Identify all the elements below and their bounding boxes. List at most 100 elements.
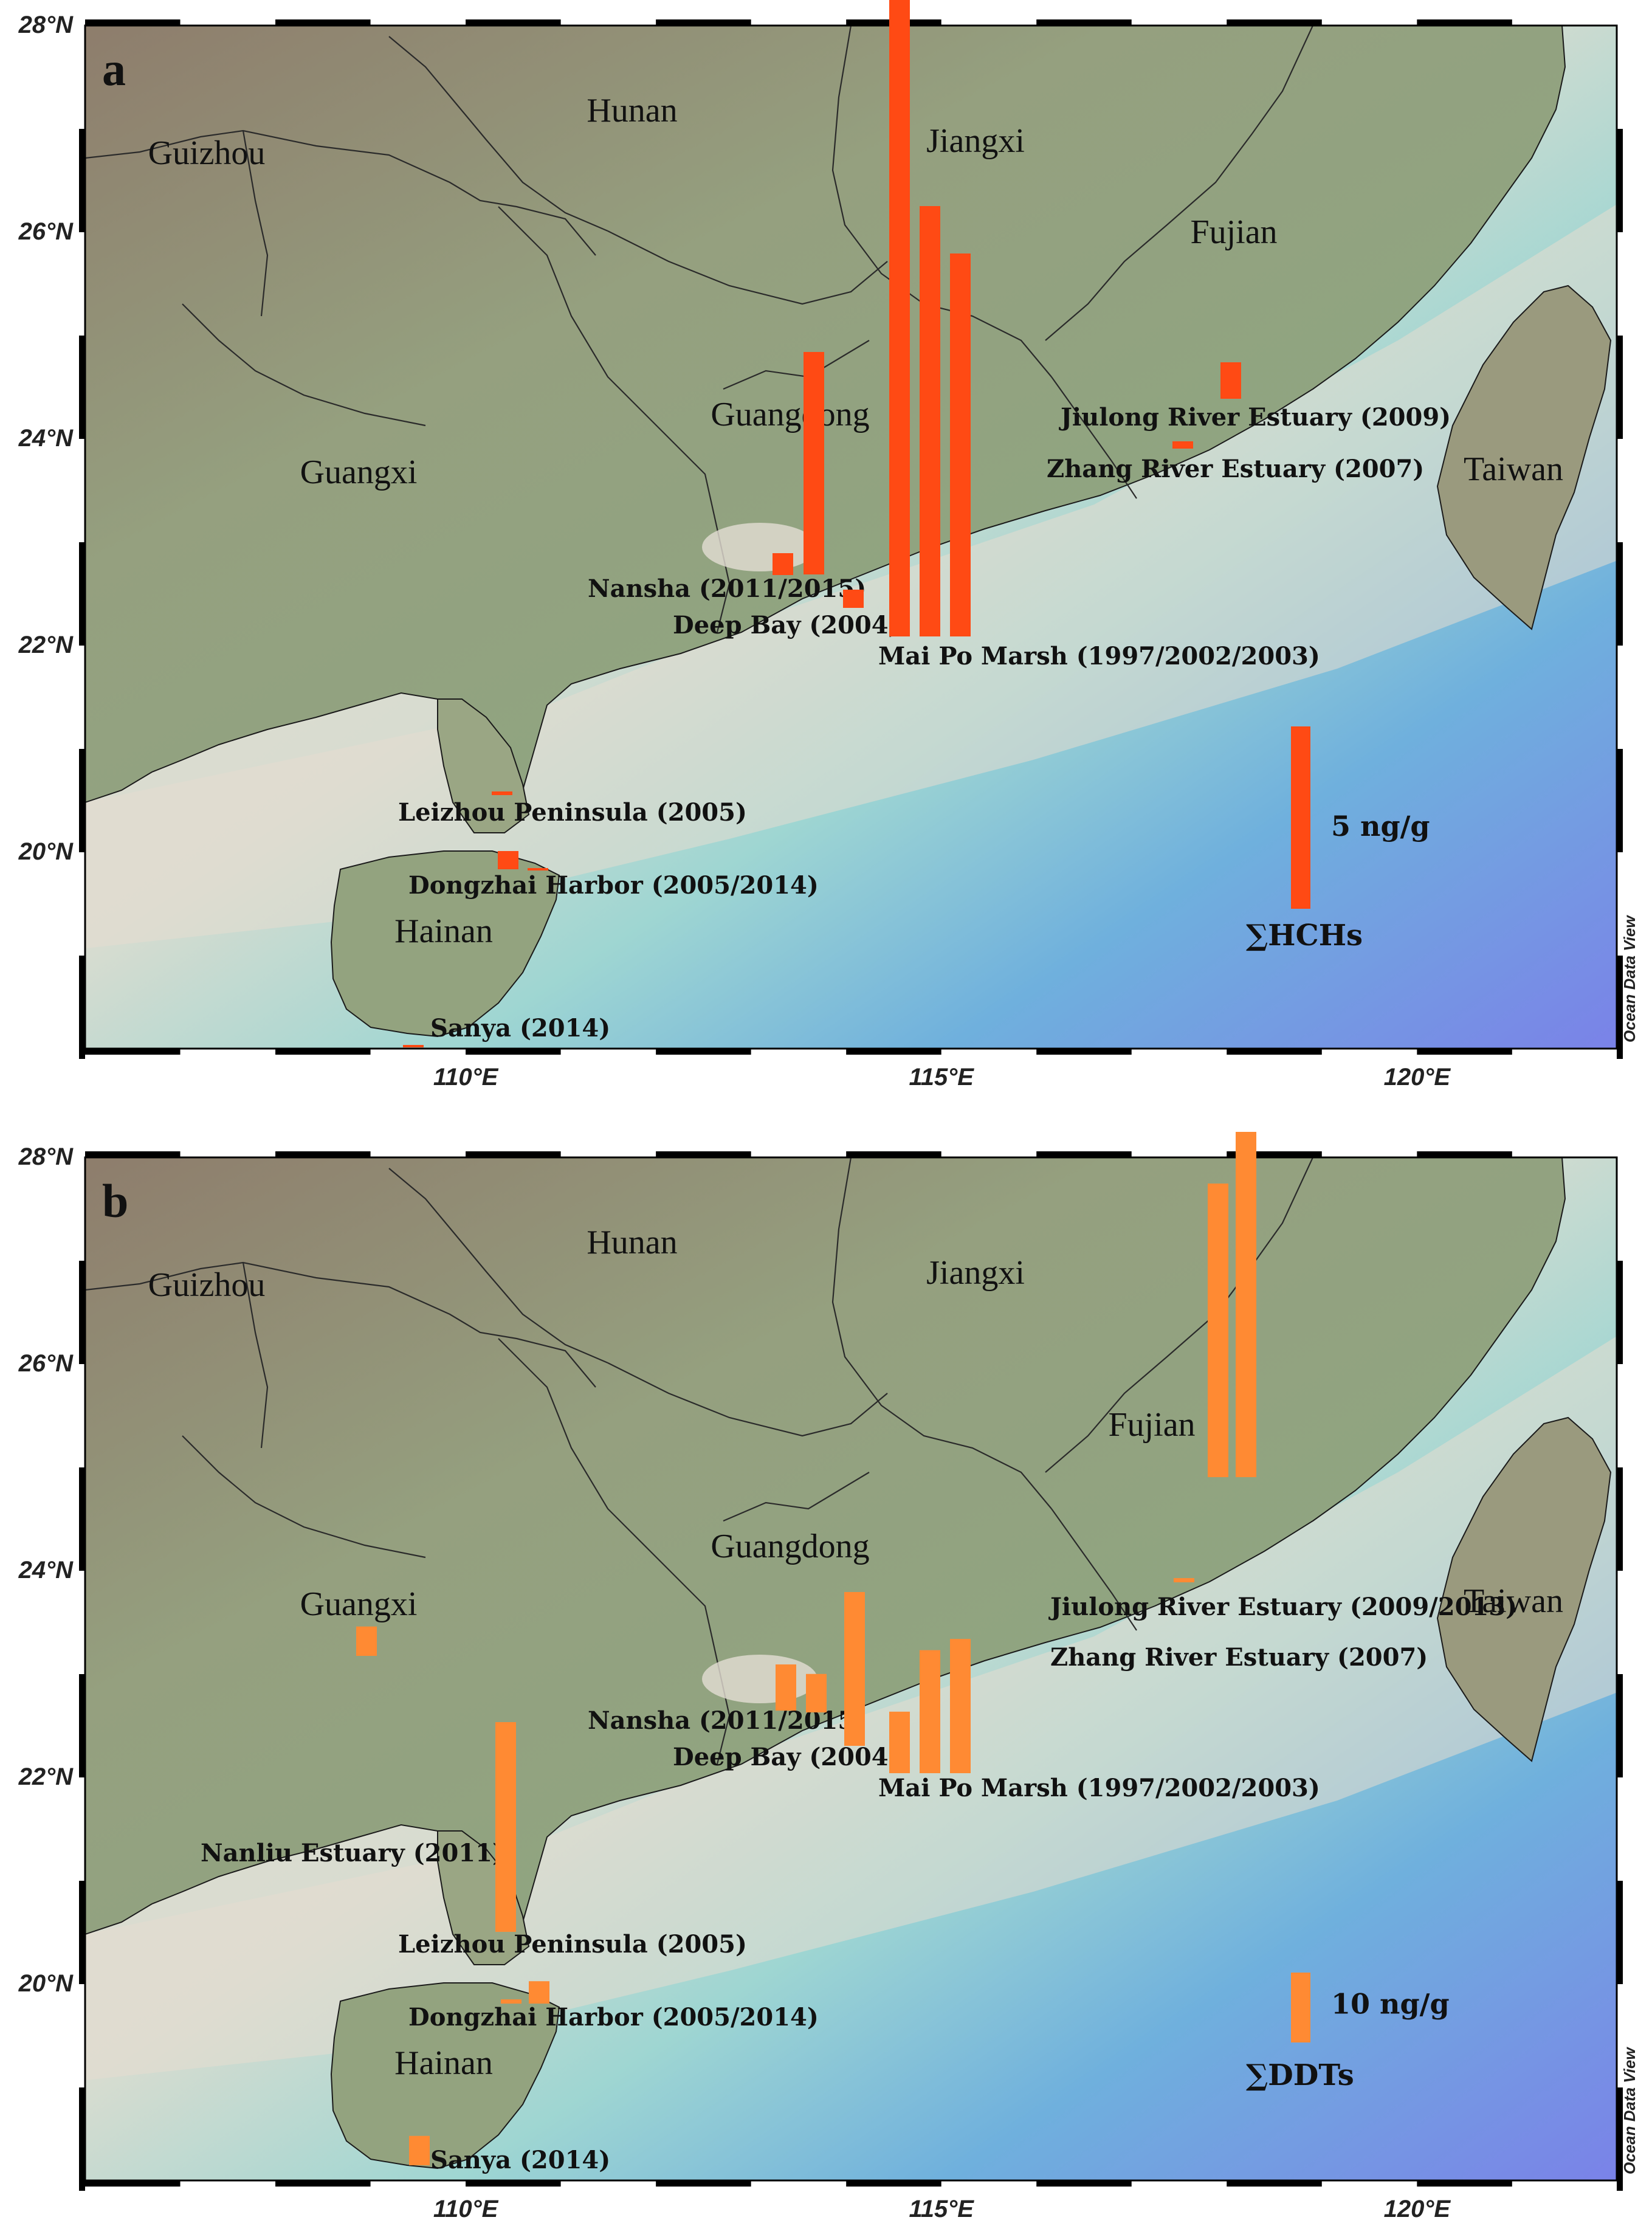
lon-tick-label: 110°E: [433, 1064, 499, 1091]
frame-tick: [1617, 2087, 1623, 2191]
frame-tick: [79, 1467, 85, 1571]
frame-tick: [1617, 336, 1623, 439]
frame-tick: [79, 1674, 85, 1777]
map-panel-b: 28°N 26°N 24°N 22°N 20°N 110°E 115°E 120°E Ocean…: [18, 1132, 1639, 2222]
frame-tick: [1417, 1151, 1512, 1157]
frame-tick: [1617, 542, 1623, 646]
concentration-bar: [1174, 1578, 1194, 1582]
concentration-bar: [804, 352, 824, 574]
region-label: Guangdong: [711, 396, 869, 433]
lat-tick-label: 24°N: [18, 425, 74, 452]
region-label: Fujian: [1108, 1406, 1195, 1444]
frame-tick: [1617, 956, 1623, 1059]
concentration-bar: [529, 1981, 549, 2004]
province-border: [85, 129, 596, 256]
frame-tick: [1417, 2180, 1512, 2187]
province-border: [1051, 376, 1137, 499]
concentration-bar: [920, 206, 940, 636]
frame-tick: [79, 129, 85, 232]
lat-tick-label: 22°N: [18, 632, 74, 658]
frame-tick: [79, 336, 85, 439]
site-label: Leizhou Peninsula (2005): [398, 798, 747, 827]
site-label: Zhang River Estuary (2007): [1050, 1643, 1428, 1672]
frame-tick: [1617, 1261, 1623, 1364]
frame-tick: [85, 1151, 181, 1157]
concentration-bar: [844, 1592, 865, 1746]
concentration-bar: [492, 791, 512, 795]
frame-tick: [1617, 1881, 1623, 1984]
lat-tick-label: 20°N: [18, 1970, 74, 1997]
concentration-bar: [920, 1650, 940, 1773]
province-border: [388, 36, 608, 232]
frame-tick: [1617, 1467, 1623, 1571]
scale-compound-label: ∑DDTs: [1246, 2058, 1354, 2092]
scale-value-label: 5 ng/g: [1331, 810, 1430, 843]
frame-tick: [1036, 1049, 1132, 1055]
taiwan-island: [1436, 1416, 1612, 1762]
concentration-bar: [889, 0, 910, 636]
hainan-island: [330, 1982, 560, 2170]
frame-tick: [466, 2180, 561, 2187]
province-border: [182, 303, 426, 427]
concentration-bar: [501, 1999, 521, 2004]
pearl-river-delta: [702, 1655, 817, 1703]
province-border: [723, 1472, 870, 1522]
region-label: Guangdong: [711, 1528, 869, 1565]
concentration-bar: [356, 1626, 377, 1656]
concentration-bar: [528, 868, 548, 870]
scale-compound-label: ∑HCHs: [1246, 919, 1363, 953]
frame-tick: [85, 2180, 181, 2187]
site-label: Mai Po Marsh (1997/2002/2003): [878, 1774, 1320, 1802]
site-label: Nansha (2011/2015): [588, 574, 866, 603]
concentration-bar: [1220, 362, 1241, 399]
site-label: Sanya (2014): [430, 1014, 610, 1043]
frame-tick: [466, 19, 561, 26]
province-border: [388, 1168, 608, 1364]
frame-tick: [1227, 19, 1322, 26]
province-border: [182, 1435, 426, 1559]
province-border: [1051, 1508, 1137, 1631]
frame-tick: [79, 1881, 85, 1984]
site-label: Deep Bay (2004): [673, 611, 900, 639]
region-label: Fujian: [1190, 213, 1277, 251]
province-border: [242, 130, 269, 317]
frame-tick: [1417, 1049, 1512, 1055]
concentration-bar: [776, 1664, 796, 1711]
concentration-bar: [498, 851, 518, 869]
lat-tick-label: 26°N: [18, 218, 74, 245]
province-border: [1045, 1157, 1313, 1473]
lon-tick-label: 120°E: [1384, 2196, 1451, 2222]
frame-tick: [79, 1261, 85, 1364]
site-label: Deep Bay (2004): [673, 1743, 900, 1771]
frame-tick: [1036, 2180, 1132, 2187]
concentration-bar: [950, 253, 971, 636]
frame-tick: [1617, 129, 1623, 232]
site-label: Jiulong River Estuary (2009): [1059, 403, 1451, 432]
frame-tick: [846, 2180, 941, 2187]
frame-tick: [275, 19, 371, 26]
frame-tick: [656, 1049, 751, 1055]
concentration-bar: [403, 1045, 424, 1047]
panel-letter: a: [102, 43, 126, 95]
lat-tick-label: 24°N: [18, 1557, 74, 1584]
region-label: Guizhou: [148, 134, 266, 172]
frame-tick: [466, 1049, 561, 1055]
frame-tick: [79, 542, 85, 646]
lat-tick-label: 28°N: [18, 12, 74, 38]
province-border: [607, 1362, 888, 1437]
site-label: Sanya (2014): [430, 2146, 610, 2174]
region-label: Guangxi: [300, 1585, 418, 1623]
frame-tick: [1227, 1151, 1322, 1157]
frame-tick: [1036, 19, 1132, 26]
region-label: Hunan: [587, 1224, 677, 1261]
lat-tick-label: 28°N: [18, 1143, 74, 1170]
scale-value-label: 10 ng/g: [1331, 1988, 1450, 2021]
region-label: Hunan: [587, 92, 677, 129]
concentration-bar: [950, 1639, 971, 1773]
mainland: [85, 26, 1566, 804]
concentration-bar: [1172, 441, 1193, 449]
province-border: [85, 1261, 596, 1388]
concentration-bar: [495, 1722, 516, 1932]
province-border: [831, 26, 1052, 377]
